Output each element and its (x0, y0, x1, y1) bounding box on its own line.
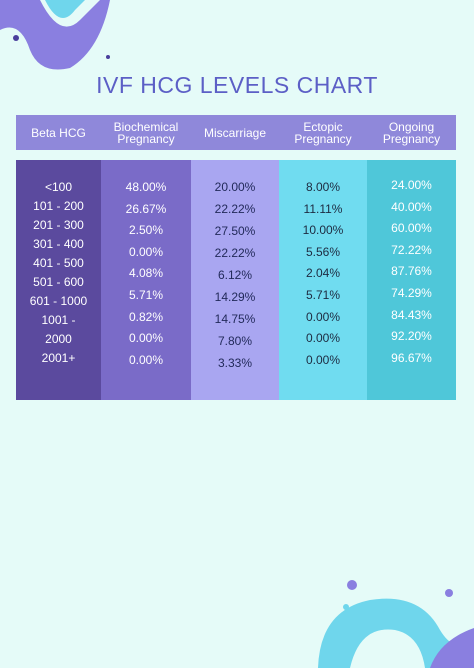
cell: 26.67% (125, 201, 167, 216)
cell: 0.00% (305, 331, 341, 346)
cell: 101 - 200 (33, 199, 84, 213)
cell: 0.00% (128, 352, 164, 367)
column-header: Biochemical Pregnancy (113, 119, 179, 146)
cell: 84.43% (391, 307, 432, 322)
cell: 24.00% (391, 178, 432, 192)
cell: 601 - 1000 (29, 294, 88, 308)
column-header: Ectopic Pregnancy (294, 119, 352, 146)
cell: 74.29% (391, 286, 432, 300)
dot (13, 35, 19, 41)
cell: 22.22% (214, 246, 256, 260)
column: 24.00% 40.00% 60.00% 72.22% 87.76% 74.29% 84.4… (367, 160, 456, 400)
cell: 0.00% (128, 244, 164, 259)
cell: 92.20% (391, 329, 432, 344)
cell: 20.00% (214, 180, 256, 194)
cell: 2.50% (128, 223, 164, 238)
column: 48.00% 26.67% 2.50% 0.00% 4.08% 5.71% 0.82% 0.0… (101, 160, 191, 400)
column: <100 101 - 200 201 - 300 301 - 400 401 - 500… (16, 160, 101, 400)
cell: 4.08% (128, 266, 164, 281)
cell: 14.29% (214, 290, 256, 304)
cell: 22.22% (214, 202, 256, 216)
cell: 401 - 500 (33, 256, 84, 270)
cell: 5.56% (305, 244, 341, 259)
cell: 2000 (45, 332, 72, 346)
cell: 11.11% (303, 201, 343, 216)
column-header: Miscarriage (203, 125, 266, 140)
blob (350, 629, 425, 668)
dot (445, 589, 453, 597)
column-header: Ongoing Pregnancy (382, 119, 441, 146)
cell: 501 - 600 (33, 275, 84, 289)
blob (0, 0, 110, 70)
cell: 201 - 300 (33, 218, 84, 232)
cell: 5.71% (128, 288, 164, 302)
dot (106, 55, 110, 59)
cell: 3.33% (217, 356, 253, 370)
cell: 1001 - (41, 313, 76, 327)
blob (45, 0, 85, 18)
cell: 301 - 400 (33, 237, 84, 251)
cell: 2001+ (41, 351, 76, 365)
column: 20.00% 22.22% 27.50% 22.22% 6.12% 14.29% 14.75… (191, 160, 279, 400)
cell: 48.00% (125, 180, 167, 194)
cell: 27.50% (214, 224, 256, 238)
dot (347, 580, 357, 590)
dot (343, 604, 349, 610)
cell: 0.00% (128, 331, 164, 346)
cell: 6.12% (217, 268, 253, 282)
column: 8.00% 11.11% 10.00% 5.56% 2.04% 5.71% 0.00% 0.0… (279, 160, 367, 400)
cell: 96.67% (391, 350, 432, 365)
cell: 60.00% (391, 221, 432, 236)
column-header: Beta HCG (31, 125, 86, 140)
cell: <100 (44, 180, 73, 194)
cell: 5.71% (305, 288, 341, 302)
cell: 0.82% (128, 309, 164, 324)
cell: 87.76% (391, 264, 432, 279)
cell: 40.00% (391, 199, 432, 214)
cell: 0.00% (305, 352, 341, 367)
blob (430, 628, 474, 668)
title: IVF HCG LEVELS CHART (96, 72, 378, 98)
cell: 0.00% (305, 309, 341, 324)
cell: 10.00% (302, 223, 344, 238)
cell: 2.04% (305, 266, 341, 281)
cell: 8.00% (305, 180, 341, 194)
cell: 14.75% (214, 312, 256, 326)
header-band (16, 115, 456, 150)
cell: 7.80% (217, 334, 253, 348)
cell: 72.22% (391, 242, 432, 257)
